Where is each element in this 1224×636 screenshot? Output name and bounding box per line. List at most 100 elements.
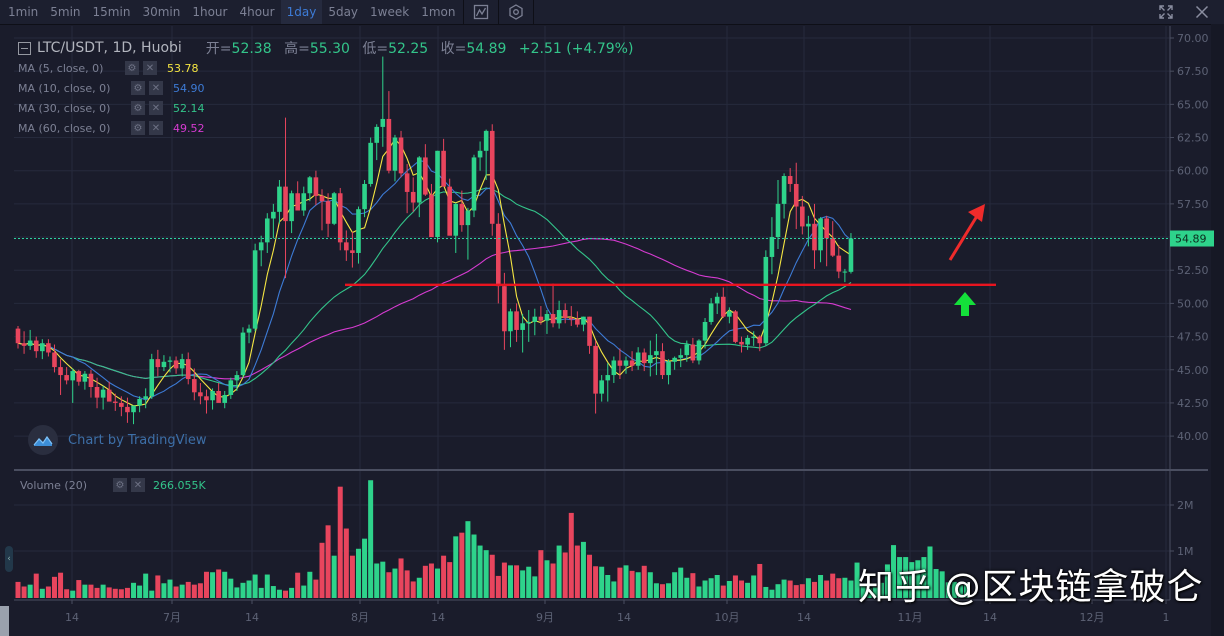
candle-body [611,360,617,376]
candle-body [848,238,854,272]
candle-body [167,360,173,362]
ma-remove-icon[interactable]: ✕ [149,121,163,135]
volume-bar [793,585,799,598]
candle-body [757,336,763,344]
high-value: 55.30 [309,41,350,57]
volume-bar [471,534,477,598]
collapse-panel-icon[interactable]: ‹ [5,546,13,572]
candle-body [416,157,422,203]
timeframe-5min[interactable]: 5min [50,5,81,19]
candle-body [271,211,276,219]
volume-bar [252,574,258,598]
fullscreen-icon[interactable] [1148,0,1184,24]
candle-body [137,398,142,406]
ma-label: MA (30, close, 0) [18,101,111,115]
volume-bar [963,582,969,598]
candle-body [605,375,611,381]
indicator-icon[interactable] [466,0,496,24]
volume-bar [27,584,33,598]
candle-body [496,223,501,287]
volume-bar [313,579,319,598]
candle-body [374,126,380,143]
volume-bar [380,561,386,598]
volume-bar [161,583,167,598]
close-icon[interactable] [1184,0,1220,24]
collapse-icon[interactable] [18,41,31,55]
timeframe-1mon[interactable]: 1mon [421,5,456,19]
candle-body [745,337,750,345]
volume-bar [386,572,392,598]
candle-body [404,173,410,192]
volume-remove-icon[interactable]: ✕ [131,478,145,492]
candle-body [836,255,842,272]
timeframe-1week[interactable]: 1week [370,5,410,19]
volume-value: 266.055K [153,478,206,492]
volume-bar [270,586,276,598]
volume-bar [441,555,447,598]
timeframe-1day[interactable]: 1day [280,0,323,24]
timeframe-4hour[interactable]: 4hour [239,5,275,19]
volume-bar [301,585,307,598]
timeframe-1min[interactable]: 1min [8,5,39,19]
candle-body [119,402,124,407]
tradingview-logo[interactable]: Chart by TradingView [28,425,206,455]
candle-body [818,218,823,251]
ma-settings-icon[interactable]: ⚙ [125,61,139,75]
candle-body [775,203,781,238]
candle-body [264,218,270,243]
candle-body [593,345,598,394]
candle-body [733,311,738,342]
price-tick-label: 45.00 [1177,364,1209,377]
candle-body [301,193,307,211]
date-tick-label: 1 [1163,611,1170,624]
volume-legend: Volume (20) ⚙ ✕ 266.055K [20,478,206,492]
date-tick-label: 14 [431,611,445,624]
volume-settings-icon[interactable]: ⚙ [113,478,127,492]
volume-bar [933,569,939,598]
candle-body [234,375,240,381]
price-tick-label: 62.50 [1177,132,1209,145]
candle-body [575,319,580,325]
volume-bar [228,578,234,598]
volume-bar [514,565,520,598]
volume-bar [495,575,501,598]
ma-remove-icon[interactable]: ✕ [149,101,163,115]
volume-bar [702,580,708,598]
candle-body [252,250,258,329]
ma-remove-icon[interactable]: ✕ [143,61,157,75]
timeframe-1hour[interactable]: 1hour [192,5,228,19]
volume-bar [106,587,112,598]
ma-5-line [17,138,852,407]
candle-body [106,389,112,402]
ma-settings-icon[interactable]: ⚙ [131,101,145,115]
candle-body [429,194,434,238]
ma-value: 53.78 [167,61,199,75]
candle-body [246,328,252,333]
ma-row: MA (5, close, 0) ⚙ ✕ 53.78 [18,58,641,78]
date-tick-label: 10月 [715,611,740,624]
volume-bar [21,586,27,598]
volume-bar [593,566,599,598]
trend-arrow-head-icon [968,204,985,222]
volume-bar [398,558,404,598]
candle-body [125,406,130,413]
date-tick-label: 12月 [1080,611,1105,624]
ma-settings-icon[interactable]: ⚙ [131,121,145,135]
price-chart[interactable]: 70.0067.5065.0062.5060.0057.5055.0052.50… [0,24,1224,636]
candle-body [319,195,325,202]
volume-bar [435,568,441,598]
ma-label: MA (10, close, 0) [18,81,111,95]
timeframe-15min[interactable]: 15min [92,5,131,19]
timeframe-5day[interactable]: 5day [328,5,359,19]
volume-bar [149,590,155,598]
ma-settings-icon[interactable]: ⚙ [131,81,145,95]
trend-arrow-icon [948,215,979,261]
timeframe-30min[interactable]: 30min [142,5,181,19]
volume-bar [611,581,617,598]
side-scroll-handle[interactable] [0,606,9,636]
settings-icon[interactable] [501,0,531,24]
candle-body [307,177,313,194]
volume-bar [763,586,769,598]
ma-remove-icon[interactable]: ✕ [149,81,163,95]
volume-bar [818,575,824,598]
